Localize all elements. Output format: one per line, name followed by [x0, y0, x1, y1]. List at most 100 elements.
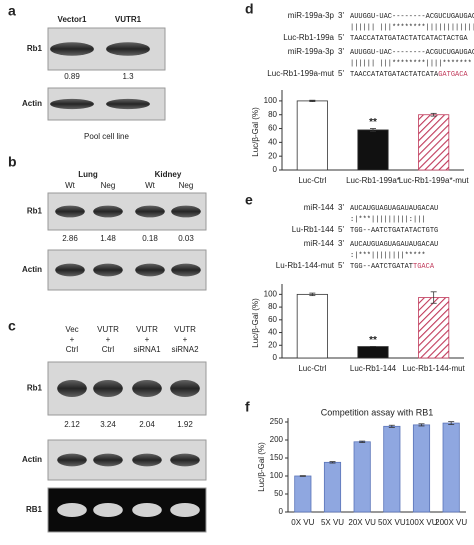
seq-end: 3' — [338, 11, 344, 20]
x-tick-label: Luc-Rb1-144-mut — [403, 364, 466, 373]
band — [106, 42, 150, 56]
seq-name: miR-144 — [304, 239, 335, 248]
error-bar — [448, 421, 455, 425]
y-tick-label: 60 — [268, 124, 277, 133]
band — [132, 453, 162, 467]
y-tick-label: 20 — [268, 151, 277, 160]
group-label: Kidney — [155, 170, 182, 179]
seq-text: AUCAUGUAGUAGAUAUGACAU — [350, 241, 438, 249]
y-tick-label: 0 — [273, 165, 278, 174]
seq-end: 3' — [338, 239, 344, 248]
sequence: AUUGGU-UAC--------ACGUCUGAUGACA — [350, 13, 474, 21]
y-tick-label: 50 — [274, 489, 283, 498]
error-bar — [418, 423, 425, 427]
band — [93, 453, 123, 467]
bar — [353, 441, 371, 513]
seq-text: AUUGGU-UAC--------ACGUCUGAUGACA — [350, 49, 474, 57]
row-label: Rb1 — [27, 44, 43, 53]
bar — [412, 424, 431, 513]
row-label: Actin — [22, 99, 42, 108]
error-bar — [359, 440, 366, 443]
seq-mutated: TGACA — [413, 263, 435, 271]
bar — [357, 129, 389, 171]
error-bar — [370, 128, 376, 132]
sequence: TGG--AATCTGATATTGACA — [350, 263, 435, 271]
panel-label: d — [245, 1, 254, 17]
band — [93, 205, 123, 218]
sequence: AUCAUGUAGUAGAUAUGACAU — [350, 241, 438, 249]
bar — [383, 425, 401, 513]
error-bar — [299, 475, 306, 477]
x-tick-label: Luc-Rb1-144 — [350, 364, 397, 373]
band — [135, 205, 165, 218]
band-value: 2.86 — [62, 234, 78, 243]
lane-label: Wt — [145, 181, 156, 190]
x-tick-label: 0X VU — [291, 518, 314, 527]
error-bar — [430, 112, 437, 117]
seq-name: Luc-Rb1-199a-mut — [267, 69, 334, 78]
y-tick-label: 40 — [268, 328, 277, 337]
seq-text: AUUGGU-UAC--------ACGUCUGAUGACA — [350, 13, 474, 21]
gel-band — [57, 502, 87, 518]
lane-label: Neg — [101, 181, 116, 190]
sequence: :|***||||||||***** — [350, 252, 426, 260]
panel-label: e — [245, 192, 253, 208]
bar — [357, 346, 389, 359]
sequence: :|***|||||||||:||| — [350, 216, 426, 224]
gel-band — [93, 502, 123, 518]
seq-text: |||||| |||********|||||||||||| — [350, 24, 474, 32]
annotation: ** — [369, 335, 377, 346]
seq-name: miR-199a-3p — [288, 47, 335, 56]
seq-end: 5' — [338, 69, 344, 78]
row-label: Rb1 — [27, 384, 43, 393]
sequence: |||||| |||********||||******* — [350, 60, 472, 68]
band — [50, 42, 94, 56]
y-tick-label: 200 — [270, 435, 284, 444]
gel-band — [132, 502, 162, 518]
lane-label: Wt — [65, 181, 76, 190]
chart-title: Competition assay with RB1 — [321, 407, 434, 417]
panel-label: b — [8, 154, 17, 170]
band-value: 1.3 — [122, 72, 134, 81]
y-tick-label: 40 — [268, 137, 277, 146]
band — [57, 380, 87, 397]
bar — [418, 297, 450, 359]
lane-label: siRNA2 — [171, 345, 199, 354]
lane-label: + — [145, 335, 150, 344]
bar — [296, 293, 328, 359]
bar — [296, 100, 328, 171]
band — [132, 380, 162, 397]
error-bar — [329, 461, 336, 464]
band — [170, 380, 200, 397]
y-tick-label: 80 — [268, 302, 277, 311]
seq-text: :|***|||||||||:||| — [350, 216, 426, 224]
row-label: Rb1 — [27, 207, 43, 216]
sequence: TAACCATATGATACTATCATAGATGACA — [350, 71, 468, 79]
bar — [294, 475, 312, 513]
seq-text: |||||| |||********||||******* — [350, 60, 472, 68]
seq-mutated: GATGACA — [438, 71, 468, 79]
group-label: Lung — [78, 170, 98, 179]
band-value: 2.12 — [64, 420, 80, 429]
seq-end: 5' — [338, 33, 344, 42]
band — [171, 263, 201, 277]
x-tick-label: Luc-Ctrl — [298, 364, 326, 373]
seq-end: 5' — [338, 261, 344, 270]
panel-label: f — [245, 399, 250, 415]
lane-label: + — [70, 335, 75, 344]
lane-label: Vec — [65, 325, 78, 334]
sequence: TGG--AATCTGATATACTGTG — [350, 227, 438, 235]
lane-label: Ctrl — [66, 345, 79, 354]
x-tick-label: 200X VU — [435, 518, 467, 527]
seq-text: AUCAUGUAGUAGAUAUGACAU — [350, 205, 438, 213]
band — [93, 263, 123, 277]
error-bar — [430, 291, 437, 304]
band — [57, 453, 87, 467]
band — [55, 263, 85, 277]
band — [171, 205, 201, 218]
lane-label: + — [183, 335, 188, 344]
bar — [418, 114, 450, 171]
y-axis-label: Luc/β-Gal (%) — [257, 442, 266, 492]
seq-text: TAACCATATGATACTATCATACTACTGA — [350, 35, 468, 43]
y-tick-label: 20 — [268, 340, 277, 349]
